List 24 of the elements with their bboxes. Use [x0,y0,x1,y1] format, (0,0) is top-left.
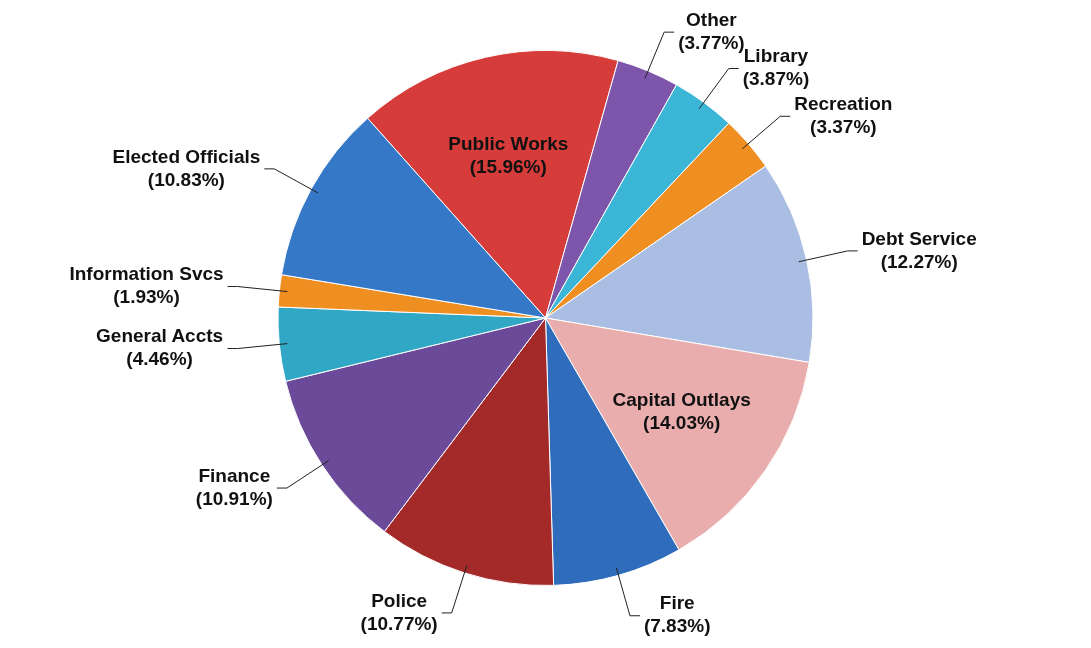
data-label: (12.27%) [880,250,958,272]
slice-label: Debt Service [861,227,977,249]
data-label: (1.93%) [113,286,180,308]
data-label: (4.46%) [126,348,193,370]
data-label: (14.03%) [643,412,721,434]
data-label: (3.37%) [810,116,877,138]
data-label: (10.77%) [360,612,438,634]
data-label: (15.96%) [469,156,547,178]
slice-label: Information Svcs [69,263,224,285]
data-label: (7.83%) [643,615,711,637]
data-label: (10.91%) [195,487,273,509]
slice-label: Public Works [448,133,569,155]
slice-label: General Accts [96,325,224,347]
slice-label: Police [371,589,428,611]
slice-label: Library [743,45,809,67]
slice-label: Capital Outlays [612,389,751,411]
slice-label: Other [686,8,738,30]
data-label: (10.83%) [147,168,225,190]
data-label: (3.77%) [678,31,745,53]
data-label: (3.87%) [742,68,810,90]
slice-label: Finance [198,464,271,486]
slice-label: Fire [659,592,695,614]
slice-label: Recreation [794,93,893,115]
slice-label: Elected Officials [112,145,261,167]
